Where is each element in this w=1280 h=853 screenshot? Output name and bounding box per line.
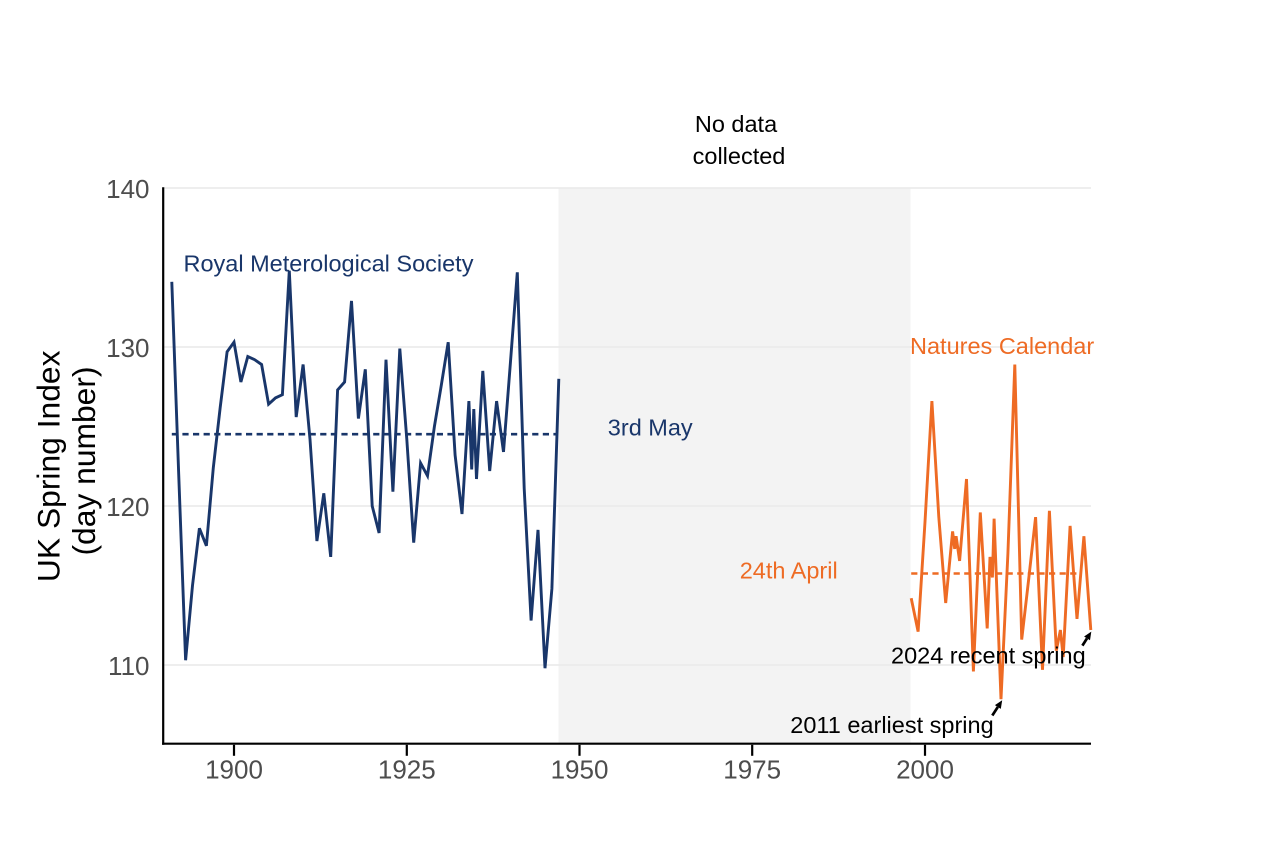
svg-text:24th April: 24th April	[740, 557, 838, 583]
svg-text:3rd May: 3rd May	[608, 415, 693, 441]
svg-text:120: 120	[106, 492, 149, 522]
svg-text:Royal Meterological Society: Royal Meterological Society	[184, 251, 474, 277]
svg-text:140: 140	[106, 174, 149, 204]
svg-text:2011 earliest spring: 2011 earliest spring	[790, 712, 993, 738]
svg-text:2024 recent spring: 2024 recent spring	[891, 643, 1086, 669]
svg-text:Natures Calendar: Natures Calendar	[910, 333, 1094, 359]
svg-text:No data: No data	[695, 111, 778, 137]
svg-text:collected: collected	[693, 143, 786, 169]
svg-text:130: 130	[106, 333, 149, 363]
svg-text:(day number): (day number)	[66, 366, 102, 555]
svg-text:1925: 1925	[378, 755, 436, 785]
svg-text:110: 110	[108, 651, 149, 681]
svg-text:1900: 1900	[205, 755, 263, 785]
svg-text:2000: 2000	[896, 755, 954, 785]
svg-text:1975: 1975	[723, 755, 781, 785]
svg-text:UK Spring Index: UK Spring Index	[31, 350, 67, 582]
svg-text:1950: 1950	[551, 755, 609, 785]
